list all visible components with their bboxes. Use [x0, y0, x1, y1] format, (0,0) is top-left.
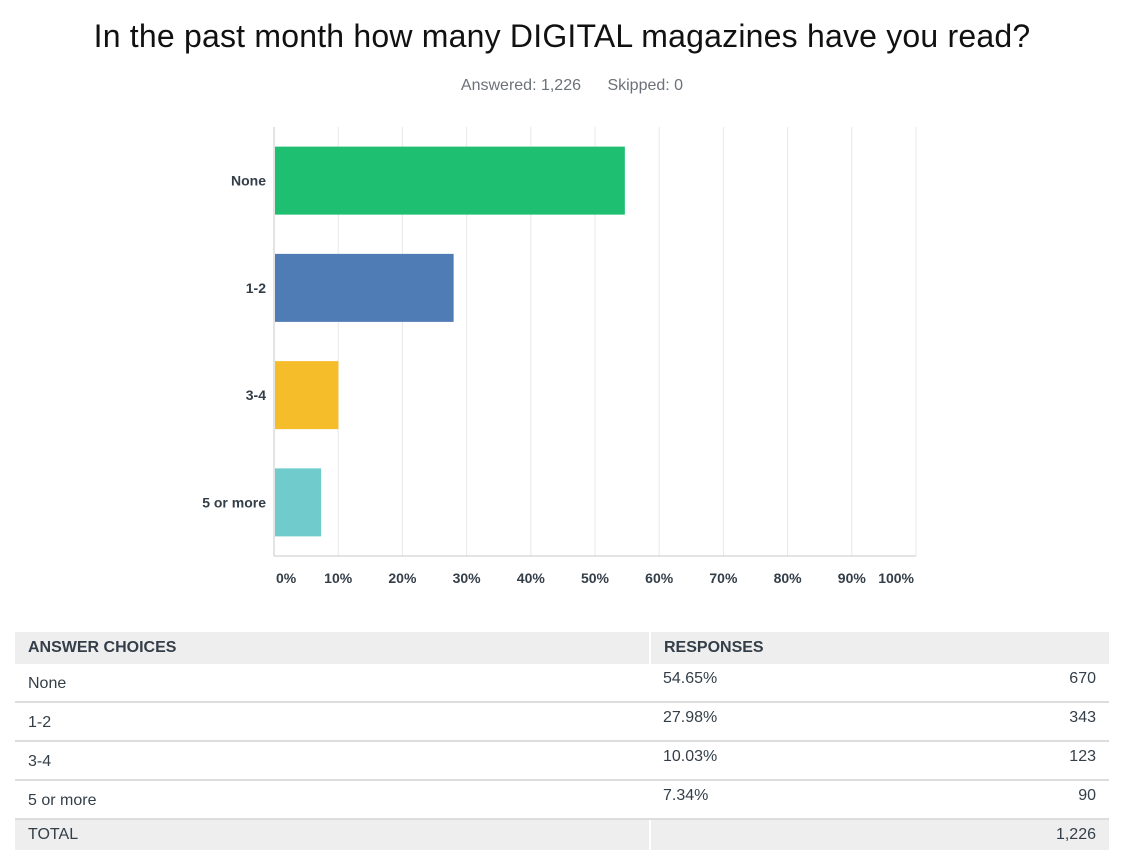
response-count: 90 — [901, 780, 1109, 820]
results-table: ANSWER CHOICES RESPONSES None 54.65% 670… — [15, 632, 1109, 850]
response-count: 343 — [901, 702, 1109, 742]
answer-choice: 1-2 — [15, 702, 650, 742]
category-label: None — [231, 173, 266, 189]
answer-choice: None — [15, 664, 650, 703]
response-count: 670 — [901, 664, 1109, 703]
category-label: 1-2 — [246, 280, 266, 296]
response-summary: Answered: 1,226 Skipped: 0 — [0, 77, 1124, 95]
header-responses: RESPONSES — [650, 632, 1109, 664]
question-title: In the past month how many DIGITAL magaz… — [93, 18, 1031, 54]
answered-count: Answered: 1,226 — [460, 77, 581, 94]
header-answer-choices: ANSWER CHOICES — [15, 632, 651, 664]
bar-none — [275, 146, 625, 215]
answer-choice: 3-4 — [15, 741, 650, 781]
response-percent: 7.34% — [650, 780, 902, 820]
bar-1-2 — [275, 253, 454, 322]
response-percent: 27.98% — [650, 702, 902, 742]
response-count: 123 — [901, 741, 1109, 781]
x-tick-label: 60% — [645, 570, 674, 586]
total-spacer — [650, 819, 902, 850]
x-tick-label: 50% — [581, 570, 610, 586]
table-row: 1-2 27.98% 343 — [15, 702, 1109, 742]
x-tick-label: 90% — [838, 570, 867, 586]
x-tick-label: 20% — [388, 570, 417, 586]
x-tick-label: 80% — [774, 570, 803, 586]
bar-3-4 — [275, 361, 339, 430]
total-label: TOTAL — [15, 819, 651, 850]
table-header-row: ANSWER CHOICES RESPONSES — [15, 632, 1109, 664]
total-value: 1,226 — [901, 819, 1109, 850]
response-percent: 10.03% — [650, 741, 902, 781]
x-tick-label: 100% — [878, 570, 914, 586]
category-label: 3-4 — [246, 387, 266, 403]
x-tick-label: 40% — [517, 570, 546, 586]
x-tick-label: 70% — [709, 570, 738, 586]
bar-chart: None 1-2 3-4 5 or more 0% 10% 20% 30% 40% 50% 60% 7… — [202, 127, 917, 586]
table-row: 3-4 10.03% 123 — [15, 741, 1109, 781]
response-percent: 54.65% — [650, 664, 902, 703]
skipped-count: Skipped: 0 — [607, 77, 684, 94]
total-row: TOTAL 1,226 — [15, 819, 1109, 850]
x-tick-label: 10% — [324, 570, 353, 586]
x-tick-label: 0% — [276, 570, 297, 586]
table-row: None 54.65% 670 — [15, 664, 1109, 703]
bar-5-or-more — [275, 468, 322, 537]
table-row: 5 or more 7.34% 90 — [15, 780, 1109, 820]
x-tick-label: 30% — [453, 570, 482, 586]
answer-choice: 5 or more — [15, 780, 650, 820]
category-label: 5 or more — [202, 494, 266, 510]
